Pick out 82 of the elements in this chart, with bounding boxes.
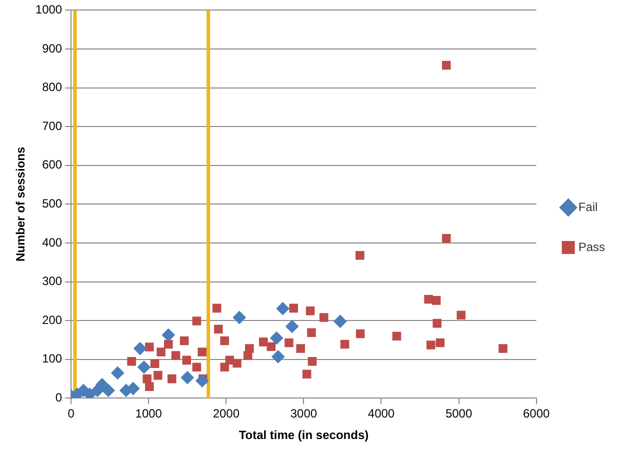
point	[156, 348, 166, 356]
point	[286, 320, 299, 333]
point	[266, 342, 276, 351]
point	[296, 344, 305, 353]
x-axis-title: Total time (in seconds)	[238, 428, 369, 442]
y-tick-label: 0	[55, 390, 62, 405]
y-tick-label: 600	[42, 158, 62, 172]
point	[498, 344, 508, 353]
point	[308, 356, 317, 366]
point	[102, 384, 115, 397]
point	[432, 318, 442, 328]
point	[154, 370, 162, 380]
point	[126, 382, 140, 395]
point	[426, 340, 436, 350]
x-tick-label: 1000	[135, 406, 162, 421]
point	[289, 304, 298, 313]
point	[180, 336, 189, 346]
point	[259, 338, 268, 346]
point	[164, 340, 173, 349]
x-tick-label: 6000	[522, 406, 550, 421]
y-tick-label: 300	[42, 274, 62, 288]
point	[83, 388, 96, 398]
point	[127, 356, 136, 366]
point	[182, 356, 192, 365]
point	[145, 382, 154, 391]
point	[307, 328, 316, 338]
point	[432, 296, 441, 305]
y-axis-title: Number of sessions	[14, 146, 28, 262]
point	[442, 234, 451, 243]
point	[214, 324, 223, 334]
point	[436, 338, 445, 348]
x-tick-label: 4000	[368, 406, 395, 421]
point	[356, 251, 364, 260]
point	[220, 336, 230, 346]
point	[302, 370, 312, 379]
y-tick-label: 700	[42, 118, 62, 133]
y-tick-label: 400	[42, 235, 62, 250]
y-tick-label: 100	[42, 352, 62, 366]
point	[171, 351, 180, 360]
y-tick-label: 800	[42, 80, 62, 94]
point	[232, 310, 246, 324]
point	[340, 340, 350, 349]
point	[456, 310, 466, 320]
point	[276, 302, 290, 316]
point	[198, 348, 207, 356]
point	[192, 362, 202, 372]
y-tick-label: 1000	[35, 2, 62, 17]
point	[272, 350, 285, 364]
point	[442, 60, 451, 70]
point	[306, 306, 315, 316]
point	[111, 366, 124, 380]
point	[96, 378, 109, 392]
point	[192, 316, 202, 326]
point	[319, 313, 328, 322]
point	[424, 294, 433, 304]
point	[356, 329, 365, 338]
y-tick-label: 500	[42, 196, 62, 211]
point	[232, 358, 242, 368]
x-tick-label: 0	[68, 406, 75, 421]
point	[168, 374, 176, 384]
y-tick-label: 900	[42, 41, 62, 56]
y-tick-label: 200	[42, 312, 62, 327]
x-tick-label: 5000	[445, 406, 472, 421]
point	[137, 360, 150, 374]
point	[196, 374, 209, 388]
point	[284, 338, 294, 348]
point	[245, 344, 254, 353]
point	[220, 362, 230, 372]
point	[162, 328, 175, 342]
point	[134, 342, 147, 356]
x-tick-label: 3000	[290, 406, 318, 421]
legend-label: Pass	[578, 240, 606, 254]
point	[334, 314, 347, 328]
point	[270, 332, 284, 345]
point	[180, 371, 194, 384]
point	[150, 359, 160, 368]
legend-label: Fail	[578, 200, 598, 214]
point	[212, 304, 222, 313]
x-tick-label: 2000	[212, 406, 240, 421]
point	[392, 332, 402, 341]
point	[142, 374, 152, 384]
point	[145, 342, 154, 352]
